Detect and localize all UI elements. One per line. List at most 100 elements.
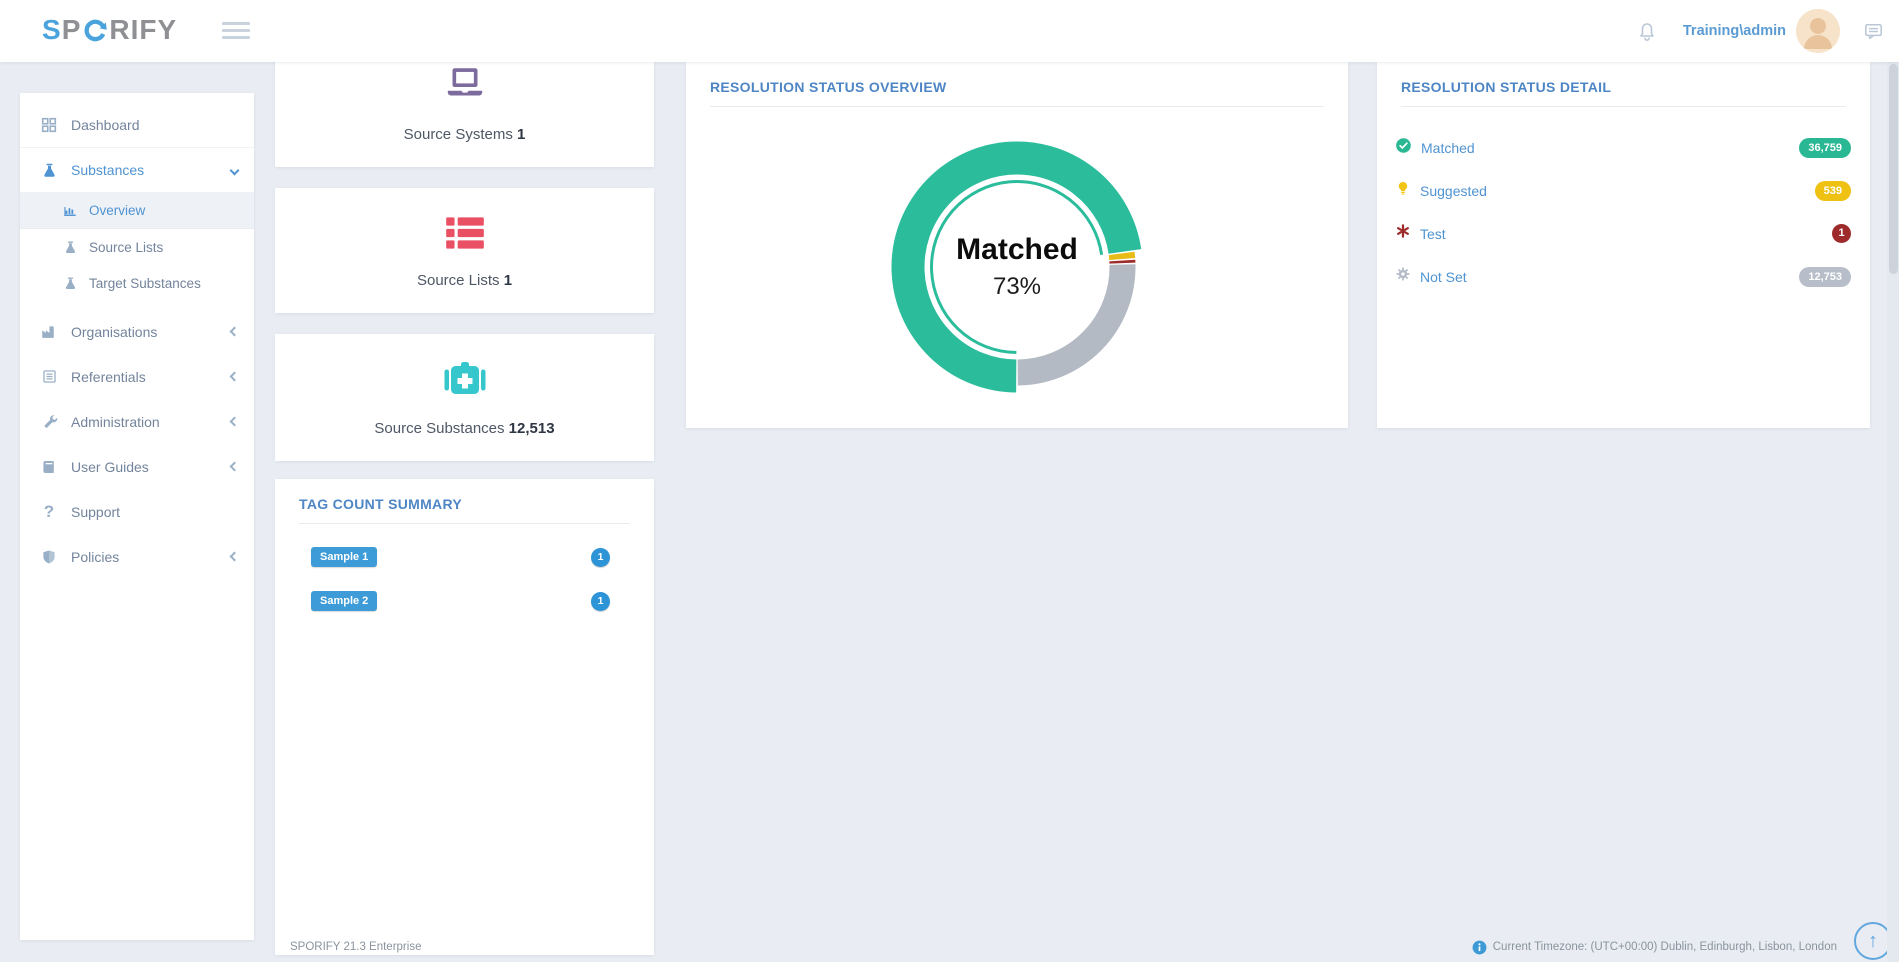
count-badge: 12,753	[1799, 266, 1851, 287]
sidebar-subitem-target-substances[interactable]: Target Substances	[20, 265, 254, 301]
stat-label: Source Lists	[416, 272, 500, 289]
brand-logo[interactable]: S P RIFY	[42, 14, 177, 46]
detail-row-suggested: Suggested 539	[1377, 169, 1870, 212]
shield-icon	[38, 549, 60, 565]
sidebar-subitem-label: Target Substances	[89, 275, 201, 291]
stat-value: 1	[517, 126, 526, 143]
divider	[710, 106, 1324, 107]
info-icon	[1472, 940, 1487, 954]
scrollbar-thumb[interactable]	[1888, 64, 1898, 274]
laptop-icon	[440, 66, 490, 111]
flask-icon	[60, 276, 80, 291]
sidebar-item-organisations[interactable]: Organisations	[20, 309, 254, 354]
sidebar-item-dashboard[interactable]: Dashboard	[20, 103, 254, 148]
sidebar-item-administration[interactable]: Administration	[20, 399, 254, 444]
resolution-status-detail-panel: RESOLUTION STATUS DETAIL Matched 36,759 …	[1377, 62, 1870, 428]
sidebar-item-label: Administration	[71, 413, 160, 430]
user-avatar[interactable]	[1796, 9, 1840, 53]
sidebar-item-user-guides[interactable]: User Guides	[20, 444, 254, 489]
chevron-left-icon	[229, 371, 240, 382]
sidebar-item-label: Referentials	[71, 368, 146, 385]
current-user-label[interactable]: Training\admin	[1682, 23, 1786, 39]
stat-value: 12,513	[508, 420, 555, 437]
sidebar-item-label: Organisations	[71, 323, 158, 340]
lightbulb-icon	[1395, 180, 1411, 202]
count-badge: 1	[1832, 224, 1851, 243]
stat-label: Source Substances	[374, 420, 505, 437]
sidebar-item-policies[interactable]: Policies	[20, 534, 254, 579]
stats-column: Source Systems 1 Source Lists 1 Source S…	[275, 40, 654, 955]
wrench-icon	[38, 413, 60, 430]
footer: SPORIFY 21.3 Enterprise Current Timezone…	[0, 932, 1899, 962]
sidebar-subitem-source-lists[interactable]: Source Lists	[20, 229, 254, 265]
donut-chart-svg	[891, 141, 1142, 393]
check-circle-icon	[1395, 137, 1412, 159]
tag-count-summary-panel: TAG COUNT SUMMARY Sample 1 1 Sample 2 1	[275, 479, 654, 955]
logo-letters-rify: RIFY	[109, 14, 178, 45]
logo-sync-o-icon	[84, 19, 108, 42]
sidebar-subitem-overview[interactable]: Overview	[20, 193, 254, 229]
panel-title: RESOLUTION STATUS OVERVIEW	[710, 79, 947, 95]
menu-toggle-hamburger-icon[interactable]	[222, 22, 250, 40]
first-aid-kit-icon	[440, 360, 490, 405]
dashboard-grid-icon	[38, 116, 60, 134]
sidebar-item-substances[interactable]: Substances	[20, 148, 254, 193]
stat-label: Source Systems	[403, 126, 513, 143]
sidebar-item-label: Dashboard	[71, 117, 140, 133]
chat-icon[interactable]	[1862, 20, 1885, 43]
detail-row-not-set: Not Set 12,753	[1377, 255, 1870, 298]
question-mark-icon: ?	[43, 501, 55, 521]
gear-icon	[1395, 266, 1411, 287]
count-badge: 539	[1814, 180, 1851, 201]
stat-value: 1	[503, 272, 513, 289]
source-lists-card[interactable]: Source Lists 1	[275, 188, 654, 313]
logo-letter-s: S	[42, 14, 62, 45]
detail-row-test: Test 1	[1377, 212, 1870, 255]
notifications-bell-icon[interactable]	[1635, 19, 1659, 43]
sidebar-submenu-substances: Overview Source Lists Target Substances	[20, 193, 254, 309]
tag-chip[interactable]: Sample 1	[311, 547, 378, 567]
sidebar-item-support[interactable]: ? Support	[20, 489, 254, 534]
chevron-left-icon	[229, 551, 240, 562]
detail-label[interactable]: Test	[1420, 225, 1446, 242]
detail-row-matched: Matched 36,759	[1377, 126, 1870, 169]
chevron-left-icon	[229, 326, 240, 337]
sidebar: Dashboard Substances Overview Source Lis…	[20, 93, 254, 940]
panel-title: RESOLUTION STATUS DETAIL	[1401, 79, 1612, 95]
sidebar-item-label: Substances	[71, 162, 145, 178]
list-rows-icon	[442, 214, 488, 257]
flask-icon	[38, 162, 60, 179]
detail-label[interactable]: Not Set	[1420, 268, 1467, 285]
resolution-status-overview-panel: RESOLUTION STATUS OVERVIEW Matched 73%	[686, 62, 1348, 428]
tag-row: Sample 1 1	[311, 545, 610, 569]
flask-icon	[60, 240, 80, 255]
sidebar-item-label: User Guides	[71, 458, 149, 475]
timezone-label: Current Timezone: (UTC+00:00) Dublin, Ed…	[1492, 941, 1837, 953]
chevron-down-icon	[229, 165, 240, 175]
divider	[1401, 106, 1846, 107]
header: S P RIFY Training\admin	[0, 0, 1899, 62]
panel-title: TAG COUNT SUMMARY	[299, 496, 462, 512]
tag-chip[interactable]: Sample 2	[311, 591, 378, 611]
sidebar-item-referentials[interactable]: Referentials	[20, 354, 254, 399]
bar-chart-icon	[60, 203, 80, 219]
detail-label[interactable]: Matched	[1421, 139, 1475, 156]
list-icon	[38, 368, 60, 385]
sidebar-subitem-label: Overview	[89, 203, 146, 218]
tag-count-badge: 1	[591, 547, 610, 567]
source-substances-card[interactable]: Source Substances 12,513	[275, 334, 654, 461]
tag-row: Sample 2 1	[311, 589, 610, 613]
asterisk-icon	[1395, 223, 1411, 244]
divider	[299, 523, 630, 524]
tag-count-badge: 1	[591, 591, 610, 611]
resolution-donut[interactable]: Matched 73%	[887, 137, 1147, 397]
factory-icon	[38, 323, 60, 341]
page-scrollbar[interactable]	[1887, 62, 1899, 962]
sidebar-subitem-label: Source Lists	[89, 239, 164, 255]
chevron-left-icon	[229, 461, 240, 472]
book-icon	[38, 459, 60, 475]
count-badge: 36,759	[1799, 137, 1851, 158]
sidebar-item-label: Support	[71, 503, 121, 520]
detail-label[interactable]: Suggested	[1420, 182, 1487, 199]
logo-letter-p: P	[61, 14, 82, 45]
